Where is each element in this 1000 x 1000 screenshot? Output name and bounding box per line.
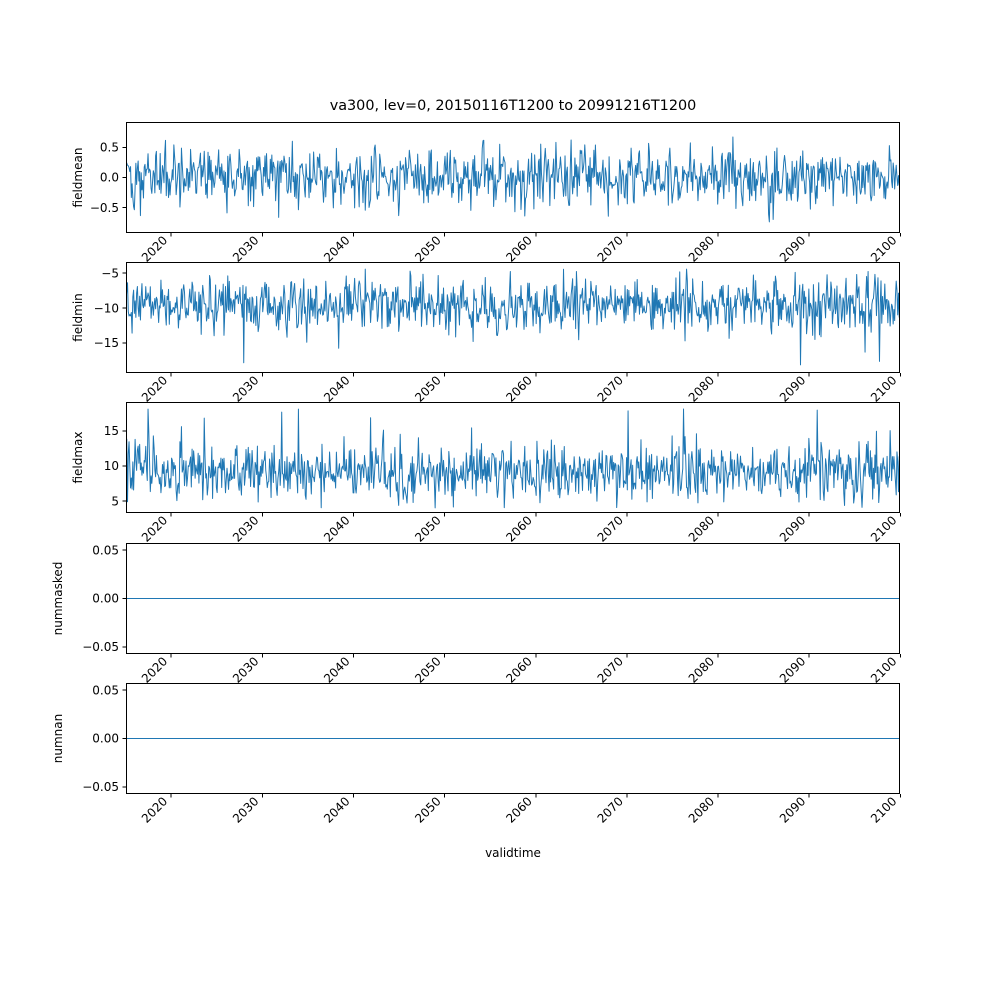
axes-spines [126,402,900,513]
axes-spines [126,262,900,373]
y-tick-label: 0.05 [92,543,119,557]
series-line-fieldmax [126,408,900,509]
y-tick-label: 10 [104,459,119,473]
y-tick-label: 15 [104,424,119,438]
y-tick-label: 0.05 [92,683,119,697]
y-axis-label-numnan: numnan [51,714,65,763]
y-axis-label-fieldmean: fieldmean [71,148,85,208]
series-line-fieldmean [126,136,900,223]
y-axis-label-fieldmin: fieldmin [71,293,85,342]
x-axis-label: validtime [485,846,541,860]
axes-spines [126,122,900,233]
y-tick-label: 0.0 [100,171,119,185]
y-tick-label: 0.00 [92,732,119,746]
axes-spines [126,683,900,794]
y-tick-label: −0.05 [82,640,119,654]
y-tick-label: −15 [94,336,119,350]
figure-title: va300, lev=0, 20150116T1200 to 20991216T… [330,98,697,114]
series-line-fieldmin [126,268,900,366]
y-axis-label-fieldmax: fieldmax [71,431,85,483]
y-tick-label: −10 [94,301,119,315]
y-axis-label-nummasked: nummasked [51,562,65,636]
axes-spines [126,543,900,654]
y-tick-label: −0.5 [90,201,119,215]
y-tick-label: 0.5 [100,141,119,155]
y-tick-label: −5 [101,266,119,280]
y-tick-label: 5 [111,494,119,508]
y-tick-label: 0.00 [92,592,119,606]
y-tick-label: −0.05 [82,780,119,794]
